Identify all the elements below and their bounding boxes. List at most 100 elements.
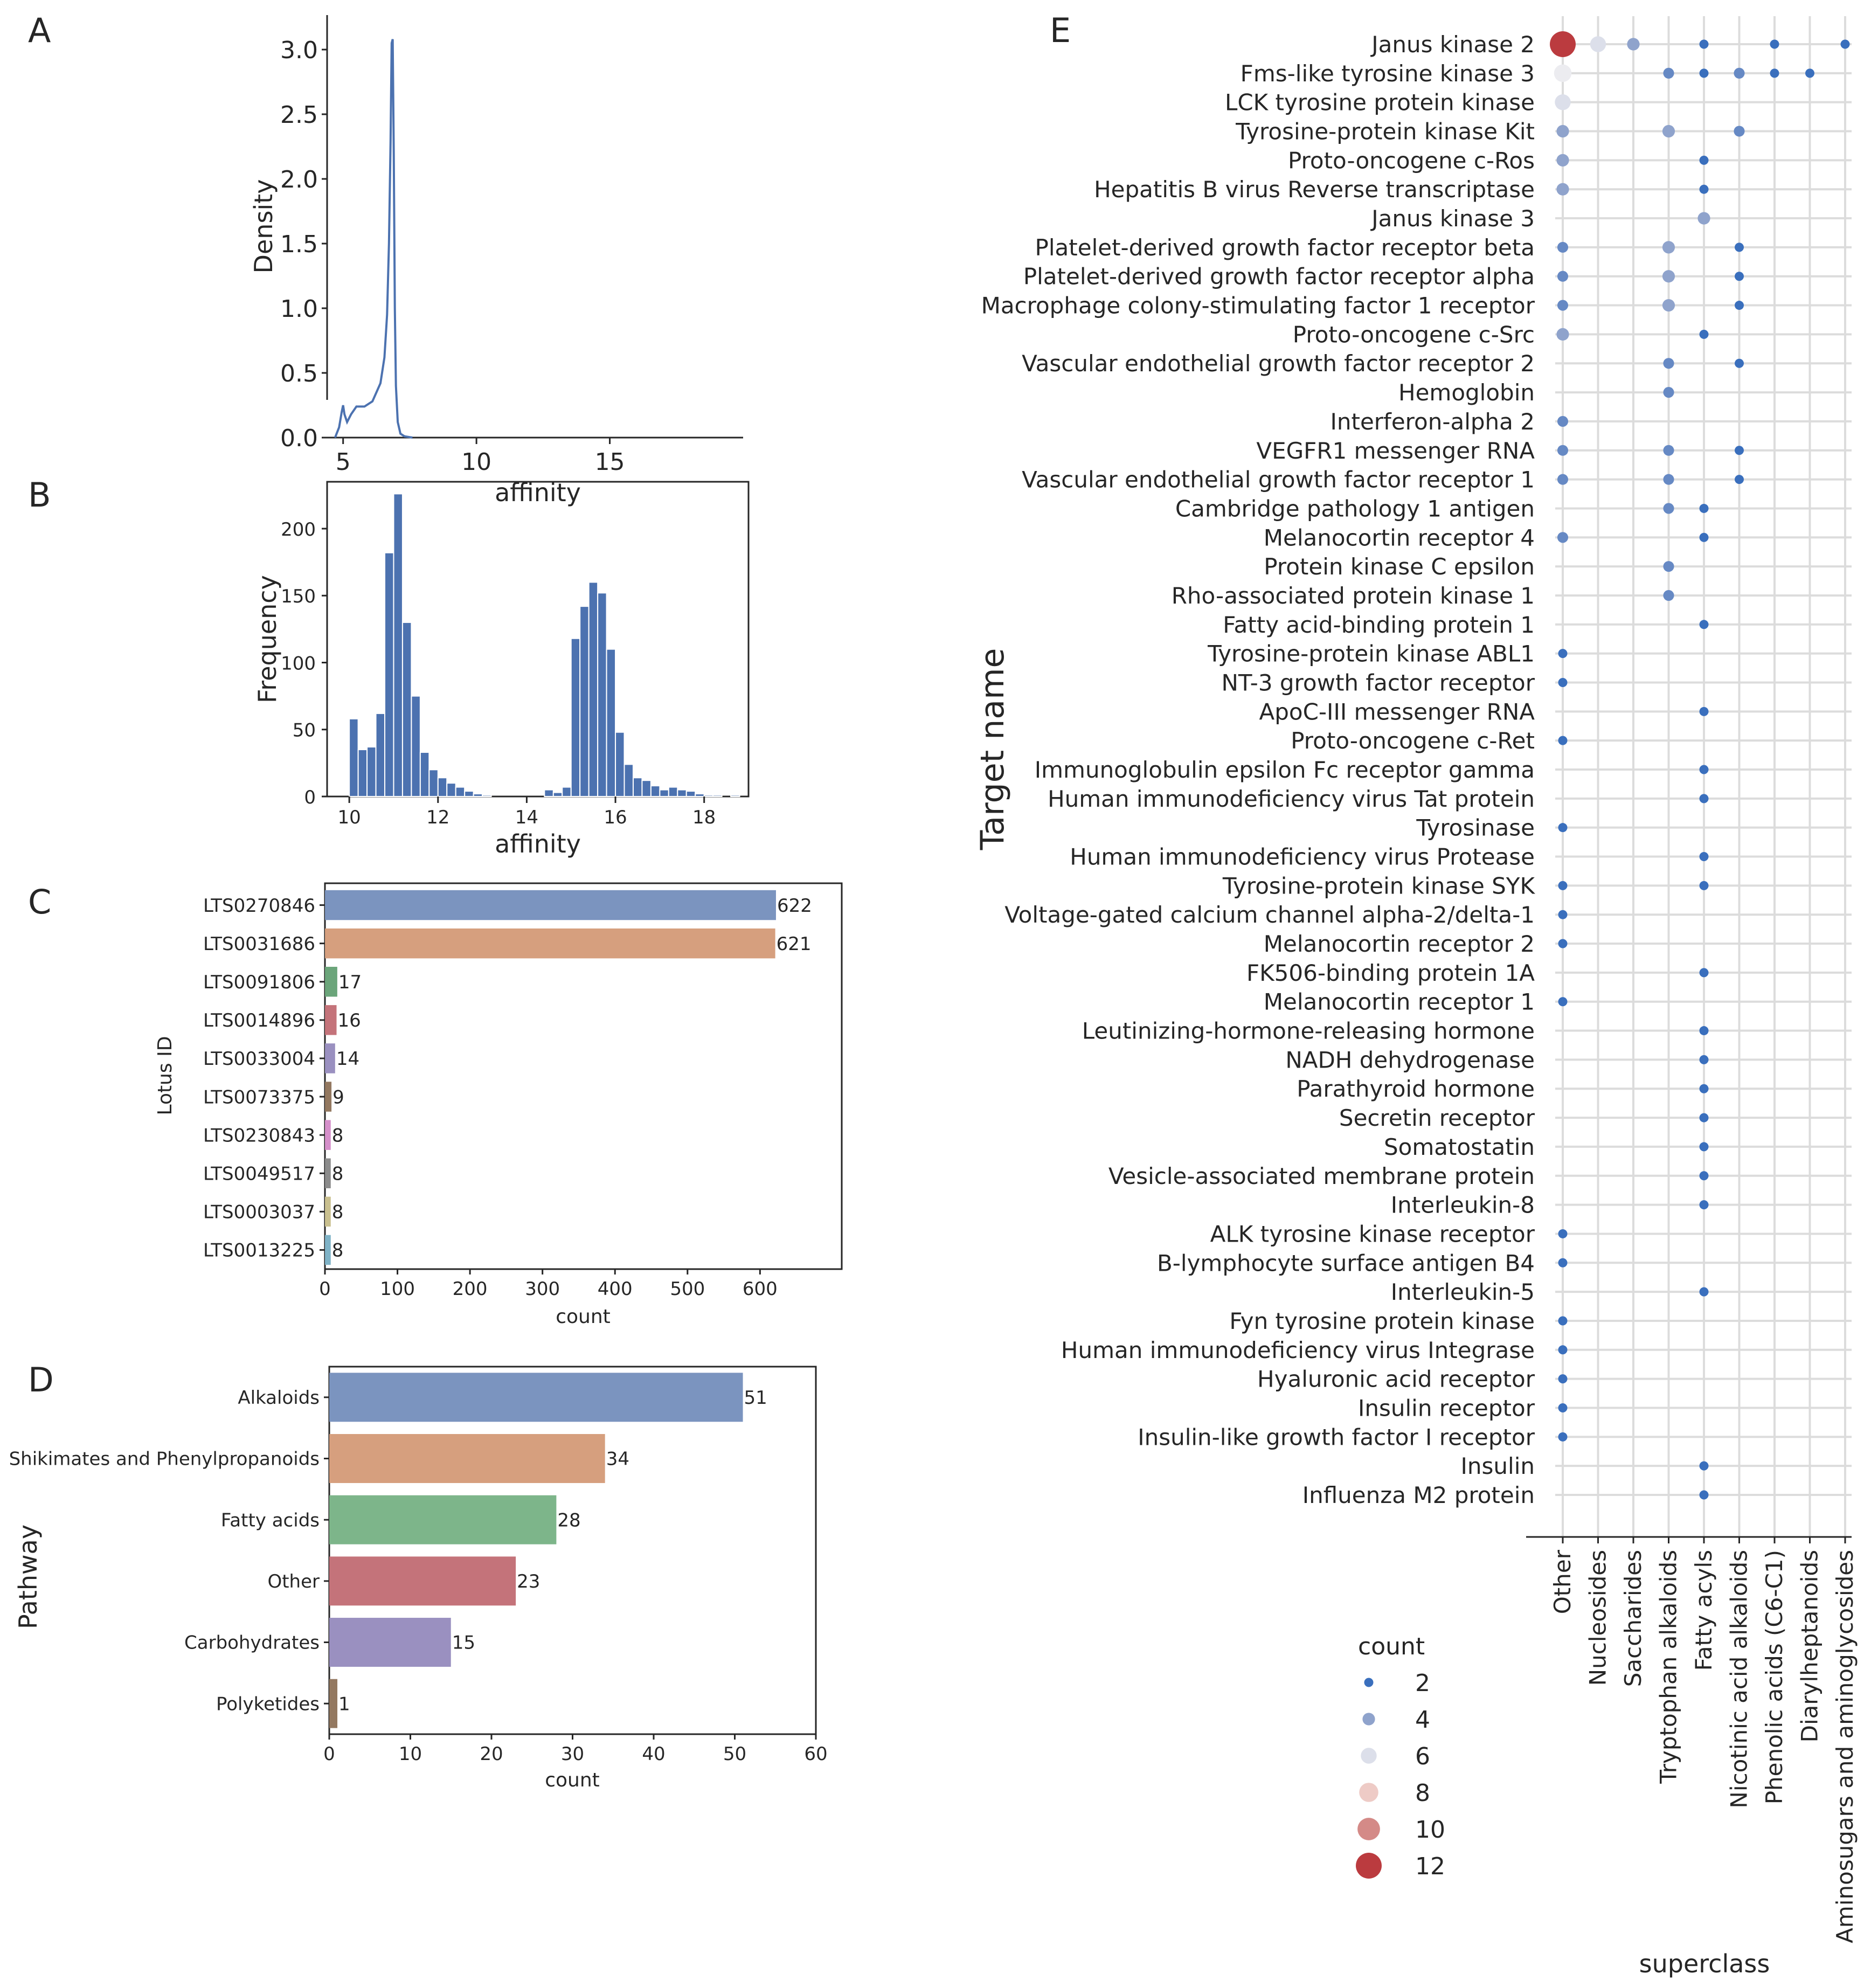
panel-d-bar — [329, 1556, 516, 1606]
panel-b-y-tick-label: 200 — [281, 519, 316, 541]
panel-c-bar — [325, 1120, 331, 1150]
panel-e-superclass-label: Nicotinic acid alkaloids — [1726, 1550, 1752, 1809]
panel-e-point — [1735, 358, 1744, 368]
panel-e-point — [1840, 39, 1850, 49]
panel-e-point — [1662, 299, 1675, 312]
panel-c-x-label: count — [556, 1306, 611, 1328]
panel-c-x-tick-label: 600 — [743, 1278, 778, 1300]
panel-d-category-label: Shikimates and Phenylpropanoids — [9, 1449, 320, 1470]
panel-c-value-label: 16 — [338, 1010, 361, 1031]
panel-e-superclass-label: Phenolic acids (C6-C1) — [1761, 1550, 1787, 1804]
panel-e-point — [1699, 881, 1709, 890]
panel-e-target-label: Influenza M2 protein — [1302, 1482, 1535, 1508]
panel-c-category-label: LTS0230843 — [203, 1125, 315, 1146]
panel-b-hist-bar — [375, 712, 386, 798]
panel-label-d: D — [28, 1360, 54, 1400]
legend-marker — [1357, 1818, 1380, 1840]
legend-label: 6 — [1415, 1743, 1430, 1770]
panel-c-lotus-bar-chart: LTS0270846 622 LTS0031686 621 LTS0091806 17 LT… — [154, 882, 843, 1328]
panel-e-target-label: Hemoglobin — [1398, 379, 1535, 406]
panel-b-hist-bar — [428, 769, 439, 797]
panel-e-point — [1699, 794, 1709, 803]
panel-e-point — [1662, 270, 1675, 283]
panel-e-target-label: Cambridge pathology 1 antigen — [1175, 495, 1535, 522]
panel-e-superclass-label: Other — [1549, 1549, 1576, 1614]
panel-c-value-label: 8 — [332, 1163, 344, 1185]
panel-d-x-tick-label: 0 — [323, 1743, 335, 1765]
panel-b-y-tick-label: 100 — [281, 653, 316, 674]
panel-e-point — [1558, 1374, 1568, 1384]
panel-e-target-label: Tyrosine-protein kinase ABL1 — [1207, 641, 1535, 667]
panel-e-target-label: ApoC-III messenger RNA — [1259, 698, 1535, 725]
panel-b-hist-bar — [437, 777, 448, 797]
panel-e-target-label: Proto-oncogene c-Src — [1293, 321, 1535, 348]
panel-a-y-tick-label: 3.0 — [280, 37, 318, 64]
legend-label: 10 — [1415, 1816, 1445, 1844]
panel-e-point — [1558, 736, 1568, 745]
panel-d-x-label: count — [545, 1769, 600, 1791]
panel-b-hist-bar — [357, 749, 368, 797]
panel-c-value-label: 621 — [777, 933, 812, 955]
panel-e-target-label: Janus kinase 3 — [1370, 205, 1535, 232]
panel-e-point — [1699, 706, 1709, 716]
panel-b-x-tick-label: 14 — [515, 807, 538, 828]
panel-e-point — [1699, 852, 1709, 862]
panel-e-point — [1663, 561, 1674, 572]
panel-d-category-label: Other — [267, 1571, 320, 1592]
panel-b-x-tick-label: 16 — [604, 807, 627, 828]
panel-b-hist-bar — [464, 791, 474, 797]
panel-e-target-label: Tyrosinase — [1416, 815, 1535, 841]
panel-d-value-label: 1 — [338, 1693, 350, 1715]
panel-e-target-label: Insulin — [1461, 1453, 1535, 1479]
panel-b-hist-bar — [650, 785, 661, 797]
panel-a-y-tick-label: 0.5 — [280, 360, 318, 387]
panel-e-target-label: B-lymphocyte surface antigen B4 — [1157, 1250, 1535, 1276]
panel-a-density-chart: 0.0 0.5 1.0 1.5 2.0 2.5 3.0 5 10 15 affinity Den… — [249, 15, 743, 507]
legend-label: 4 — [1415, 1706, 1430, 1734]
panel-e-point — [1805, 68, 1814, 78]
panel-e-point — [1627, 38, 1640, 51]
legend-label: 8 — [1415, 1779, 1430, 1807]
panel-e-point — [1699, 1490, 1709, 1500]
panel-b-hist-bar — [615, 731, 625, 797]
panel-e-target-label: Melanocortin receptor 1 — [1264, 989, 1535, 1015]
panel-d-bar — [329, 1679, 338, 1728]
panel-b-hist-bar — [411, 695, 421, 798]
panel-e-target-label: Janus kinase 2 — [1370, 31, 1535, 58]
panel-b-hist-bar — [606, 648, 616, 797]
panel-label-e: E — [1050, 11, 1071, 50]
panel-e-y-label: Target name — [974, 648, 1011, 851]
panel-e-target-label: Fms-like tyrosine kinase 3 — [1241, 60, 1535, 87]
panel-e-point — [1663, 590, 1674, 601]
panel-b-hist-bar — [570, 638, 581, 797]
panel-e-point — [1557, 474, 1569, 485]
panel-c-plot-frame — [324, 882, 843, 1270]
panel-b-hist-bar — [588, 581, 599, 797]
legend-marker — [1359, 1783, 1378, 1802]
panel-c-bar — [325, 928, 775, 959]
legend-marker — [1364, 1678, 1374, 1687]
panel-e-point — [1662, 241, 1675, 254]
panel-e-point — [1699, 155, 1709, 165]
panel-d-x-tick-label: 60 — [804, 1743, 827, 1765]
panel-e-point — [1699, 503, 1709, 513]
panel-d-x-tick-label: 20 — [480, 1743, 503, 1765]
panel-e-target-label: Interleukin-8 — [1391, 1192, 1535, 1218]
panel-c-bar — [325, 1043, 335, 1073]
panel-e-point — [1735, 475, 1744, 484]
panel-c-x-tick-label: 400 — [598, 1278, 633, 1300]
panel-e-target-label: Insulin-like growth factor I receptor — [1138, 1424, 1535, 1450]
panel-a-y-tick-label: 1.5 — [280, 231, 318, 258]
panel-e-point — [1558, 1432, 1568, 1442]
panel-b-hist-bar — [473, 793, 483, 797]
panel-e-superclass-label: Aminosugars and aminoglycosides — [1832, 1550, 1858, 1943]
panel-label-b: B — [28, 475, 51, 515]
panel-c-value-label: 9 — [332, 1086, 344, 1108]
panel-e-target-label: Leutinizing-hormone-releasing hormone — [1082, 1018, 1535, 1044]
panel-b-y-label: Frequency — [253, 575, 282, 703]
panel-c-x-tick-label: 100 — [380, 1278, 415, 1300]
panel-b-x-tick-label: 10 — [338, 807, 361, 828]
panel-c-category-label: LTS0270846 — [203, 895, 315, 917]
panel-e-point — [1555, 94, 1571, 110]
